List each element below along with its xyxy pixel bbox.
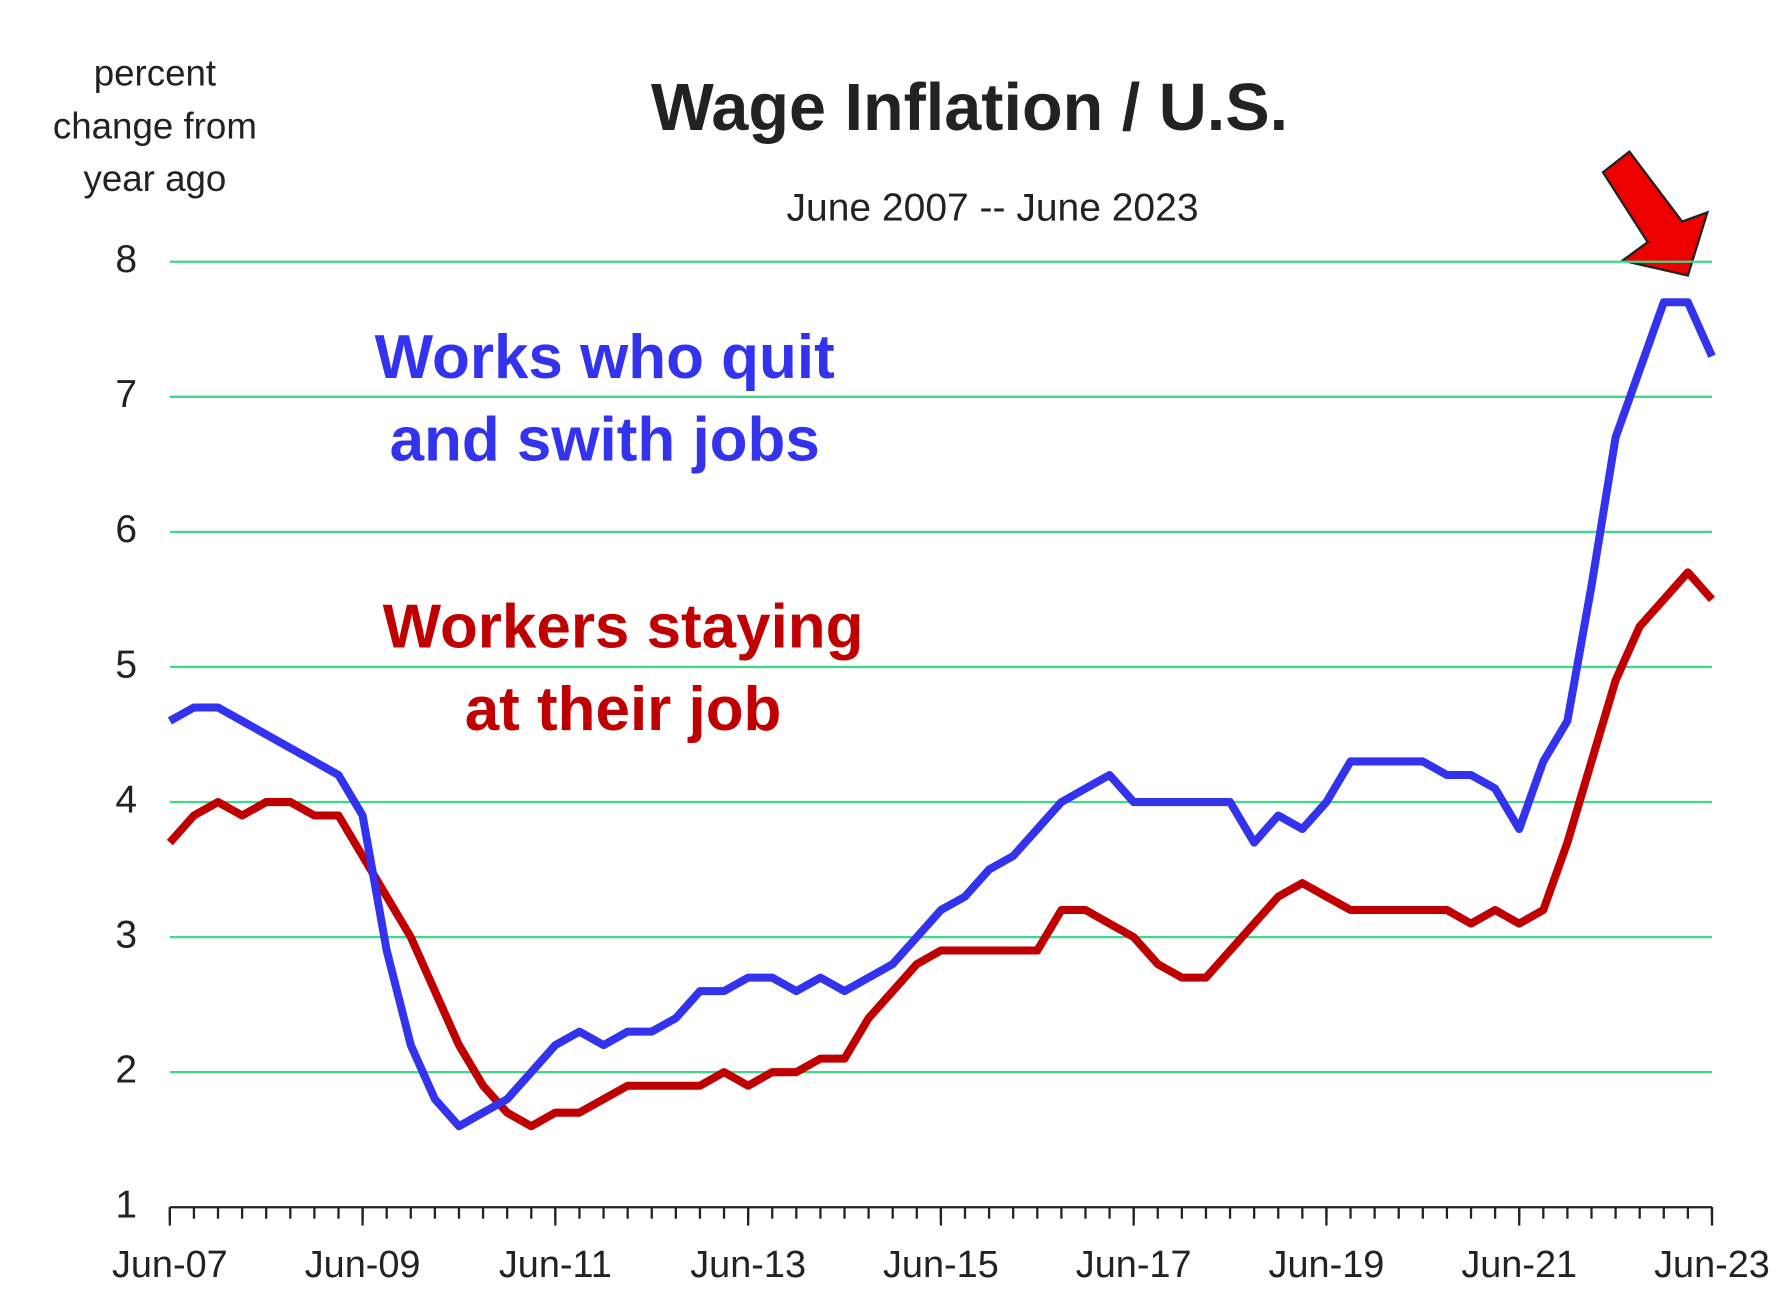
x-tick-label: Jun-19 — [1269, 1244, 1385, 1286]
x-tick-label: Jun-09 — [305, 1244, 421, 1286]
x-tick-label: Jun-13 — [690, 1244, 806, 1286]
x-tick-label: Jun-07 — [112, 1244, 228, 1286]
y-tick-label: 7 — [115, 373, 137, 416]
y-tick-label: 2 — [115, 1048, 137, 1091]
series-line — [166, 568, 1715, 1131]
y-axis-label: change from — [53, 105, 257, 146]
arrow — [1601, 149, 1710, 277]
x-tick-label: Jun-15 — [883, 1244, 999, 1286]
series-line — [167, 298, 1716, 1131]
y-axis-label: percent — [94, 53, 216, 94]
x-tick-label: Jun-23 — [1654, 1244, 1770, 1286]
y-tick-label: 1 — [115, 1184, 137, 1227]
y-tick-label: 6 — [115, 508, 137, 551]
x-tick-label: Jun-11 — [499, 1244, 612, 1286]
y-tick-label: 8 — [115, 238, 137, 281]
x-tick-label: Jun-17 — [1076, 1244, 1192, 1286]
y-tick-label: 5 — [115, 643, 137, 686]
plot-area: 1 2 3 4 5 6 7 8 Jun-07 Jun-09 Jun-11 Jun-13 Jun-15 Ju… — [112, 238, 1770, 1286]
chart-title: Wage Inflation / U.S. — [651, 71, 1288, 145]
y-tick-label: 3 — [115, 913, 137, 956]
x-tick-label: Jun-21 — [1461, 1244, 1577, 1286]
y-tick-label: 4 — [115, 778, 137, 821]
chart-subtitle: June 2007 -- June 2023 — [787, 186, 1199, 229]
y-axis-label: year ago — [83, 158, 226, 199]
series-label: Workers staying — [383, 593, 864, 662]
series-label: at their job — [465, 675, 782, 744]
series-label: Works who quit — [375, 323, 835, 392]
series-label: and swith jobs — [390, 406, 820, 475]
